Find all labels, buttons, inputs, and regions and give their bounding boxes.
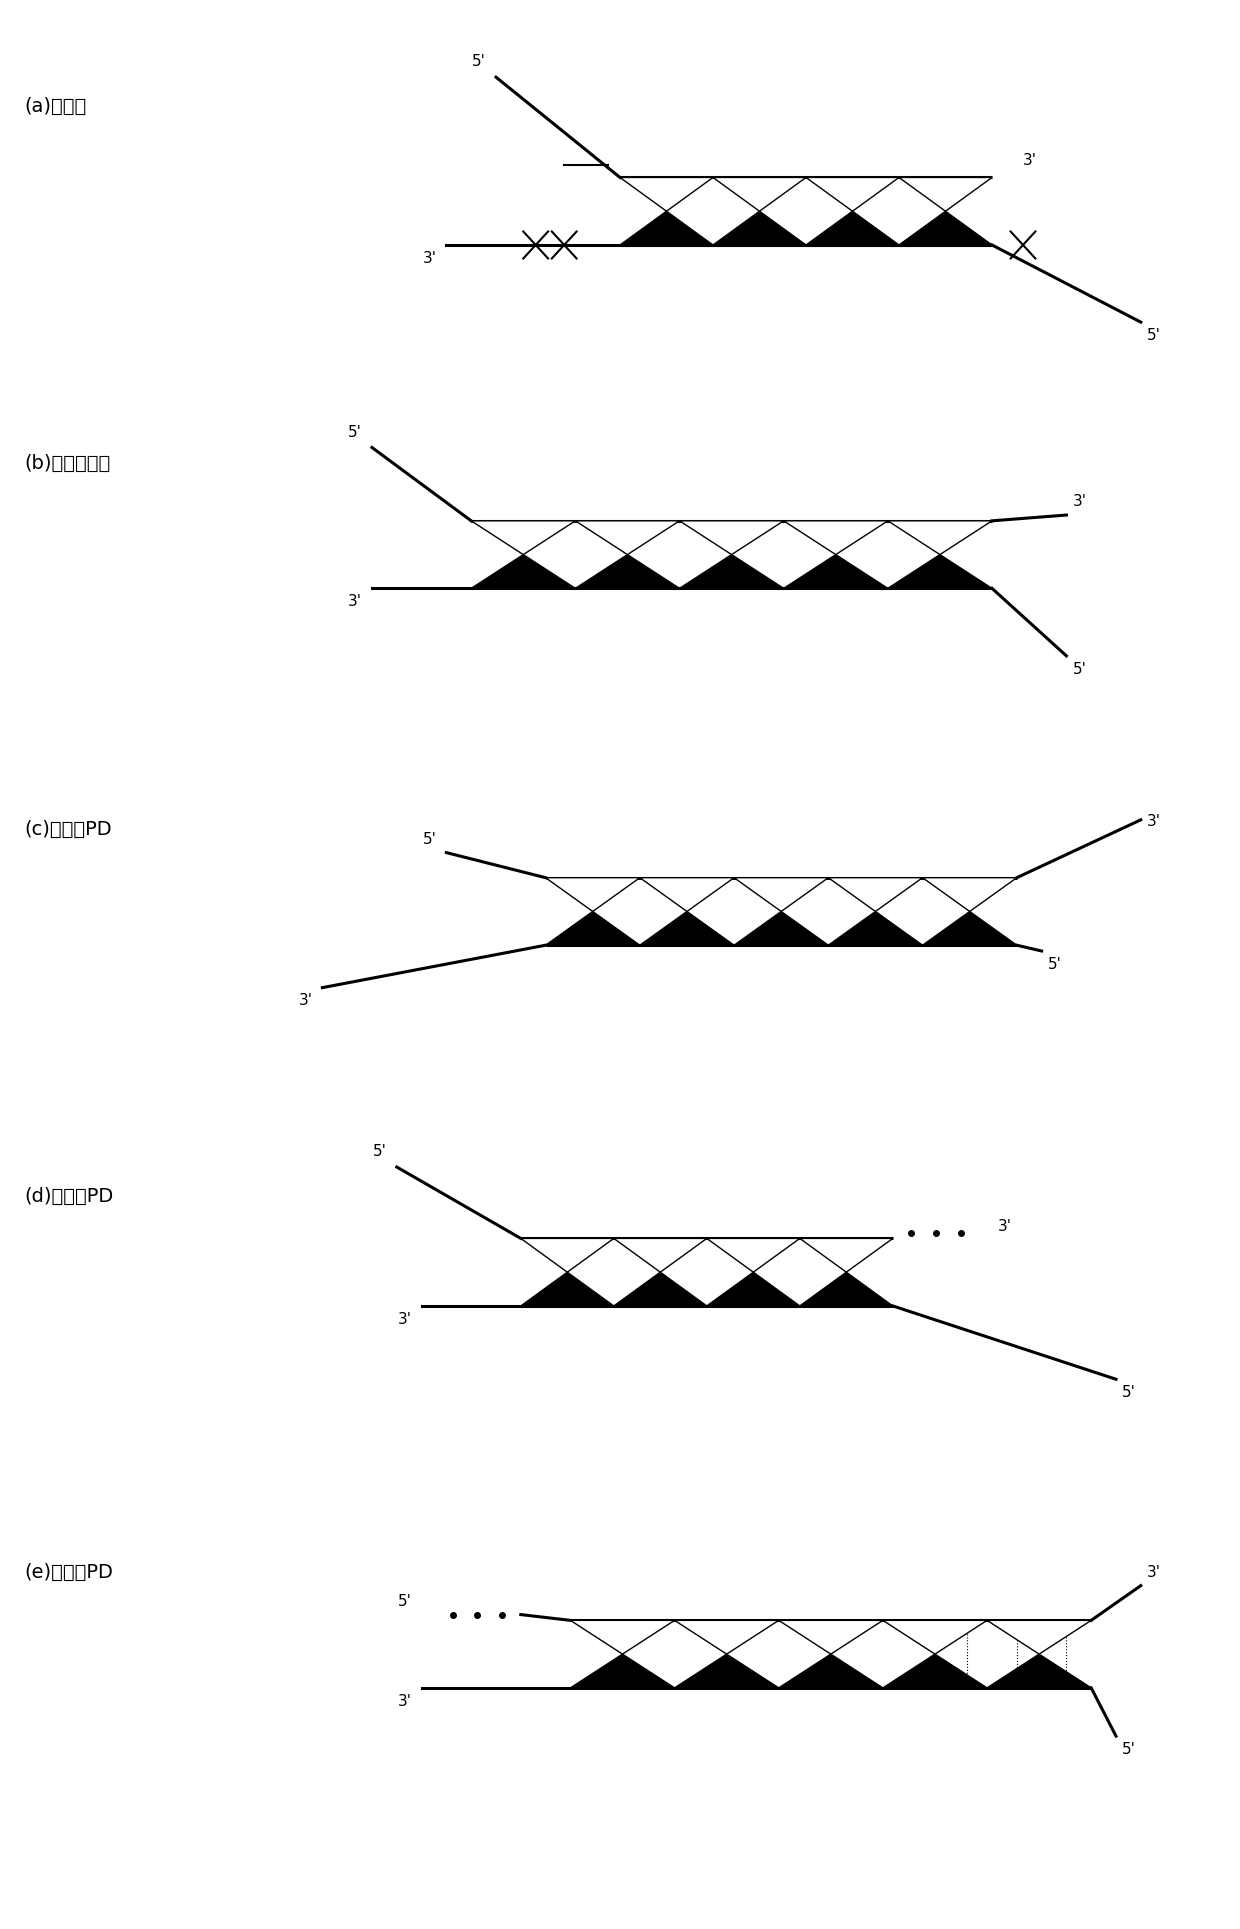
Text: 3': 3' (998, 1219, 1012, 1235)
Polygon shape (614, 1238, 707, 1273)
Polygon shape (575, 521, 680, 556)
Text: 5': 5' (373, 1144, 387, 1159)
Text: (a)不扩增: (a)不扩增 (25, 96, 87, 116)
Polygon shape (575, 556, 680, 588)
Polygon shape (640, 878, 734, 910)
Text: (d)不促进PD: (d)不促进PD (25, 1186, 114, 1206)
Polygon shape (779, 1653, 883, 1688)
Text: 3': 3' (398, 1694, 412, 1709)
Polygon shape (888, 556, 992, 588)
Polygon shape (883, 1620, 987, 1653)
Polygon shape (707, 1273, 800, 1306)
Polygon shape (800, 1273, 893, 1306)
Polygon shape (521, 1238, 614, 1273)
Polygon shape (987, 1653, 1091, 1688)
Polygon shape (734, 878, 828, 910)
Polygon shape (675, 1653, 779, 1688)
Polygon shape (806, 177, 899, 210)
Polygon shape (987, 1620, 1091, 1653)
Polygon shape (680, 521, 784, 556)
Text: 5': 5' (472, 54, 486, 69)
Polygon shape (713, 177, 806, 210)
Text: 3': 3' (299, 993, 312, 1009)
Polygon shape (620, 210, 713, 245)
Text: 3': 3' (398, 1312, 412, 1327)
Text: 3': 3' (1073, 494, 1086, 509)
Polygon shape (734, 910, 828, 945)
Polygon shape (707, 1238, 800, 1273)
Polygon shape (521, 1273, 614, 1306)
Text: 3': 3' (423, 251, 436, 266)
Text: 3': 3' (348, 594, 362, 610)
Polygon shape (828, 910, 923, 945)
Polygon shape (828, 878, 923, 910)
Polygon shape (620, 177, 713, 210)
Polygon shape (784, 556, 888, 588)
Polygon shape (899, 177, 992, 210)
Text: (e)不促进PD: (e)不促进PD (25, 1562, 114, 1582)
Polygon shape (570, 1653, 675, 1688)
Text: 5': 5' (1147, 328, 1161, 343)
Polygon shape (713, 210, 806, 245)
Text: 5': 5' (423, 831, 436, 847)
Polygon shape (570, 1620, 675, 1653)
Polygon shape (883, 1653, 987, 1688)
Polygon shape (779, 1620, 883, 1653)
Polygon shape (546, 878, 640, 910)
Text: 5': 5' (1073, 662, 1086, 677)
Polygon shape (680, 556, 784, 588)
Text: (b)稍推后本底: (b)稍推后本底 (25, 453, 112, 473)
Text: 5': 5' (1048, 957, 1061, 972)
Text: 3': 3' (1147, 1564, 1161, 1580)
Text: 5': 5' (1122, 1385, 1136, 1400)
Polygon shape (471, 556, 575, 588)
Polygon shape (640, 910, 734, 945)
Text: 5': 5' (398, 1593, 412, 1609)
Polygon shape (923, 878, 1017, 910)
Polygon shape (675, 1620, 779, 1653)
Text: (c)不影响PD: (c)不影响PD (25, 820, 113, 839)
Text: 5': 5' (348, 424, 362, 440)
Polygon shape (888, 521, 992, 556)
Text: 3': 3' (1147, 814, 1161, 829)
Polygon shape (546, 910, 640, 945)
Polygon shape (923, 910, 1017, 945)
Polygon shape (806, 210, 899, 245)
Text: 3': 3' (1023, 152, 1037, 168)
Polygon shape (471, 521, 575, 556)
Text: 5': 5' (1122, 1742, 1136, 1757)
Polygon shape (784, 521, 888, 556)
Polygon shape (899, 210, 992, 245)
Polygon shape (614, 1273, 707, 1306)
Polygon shape (800, 1238, 893, 1273)
